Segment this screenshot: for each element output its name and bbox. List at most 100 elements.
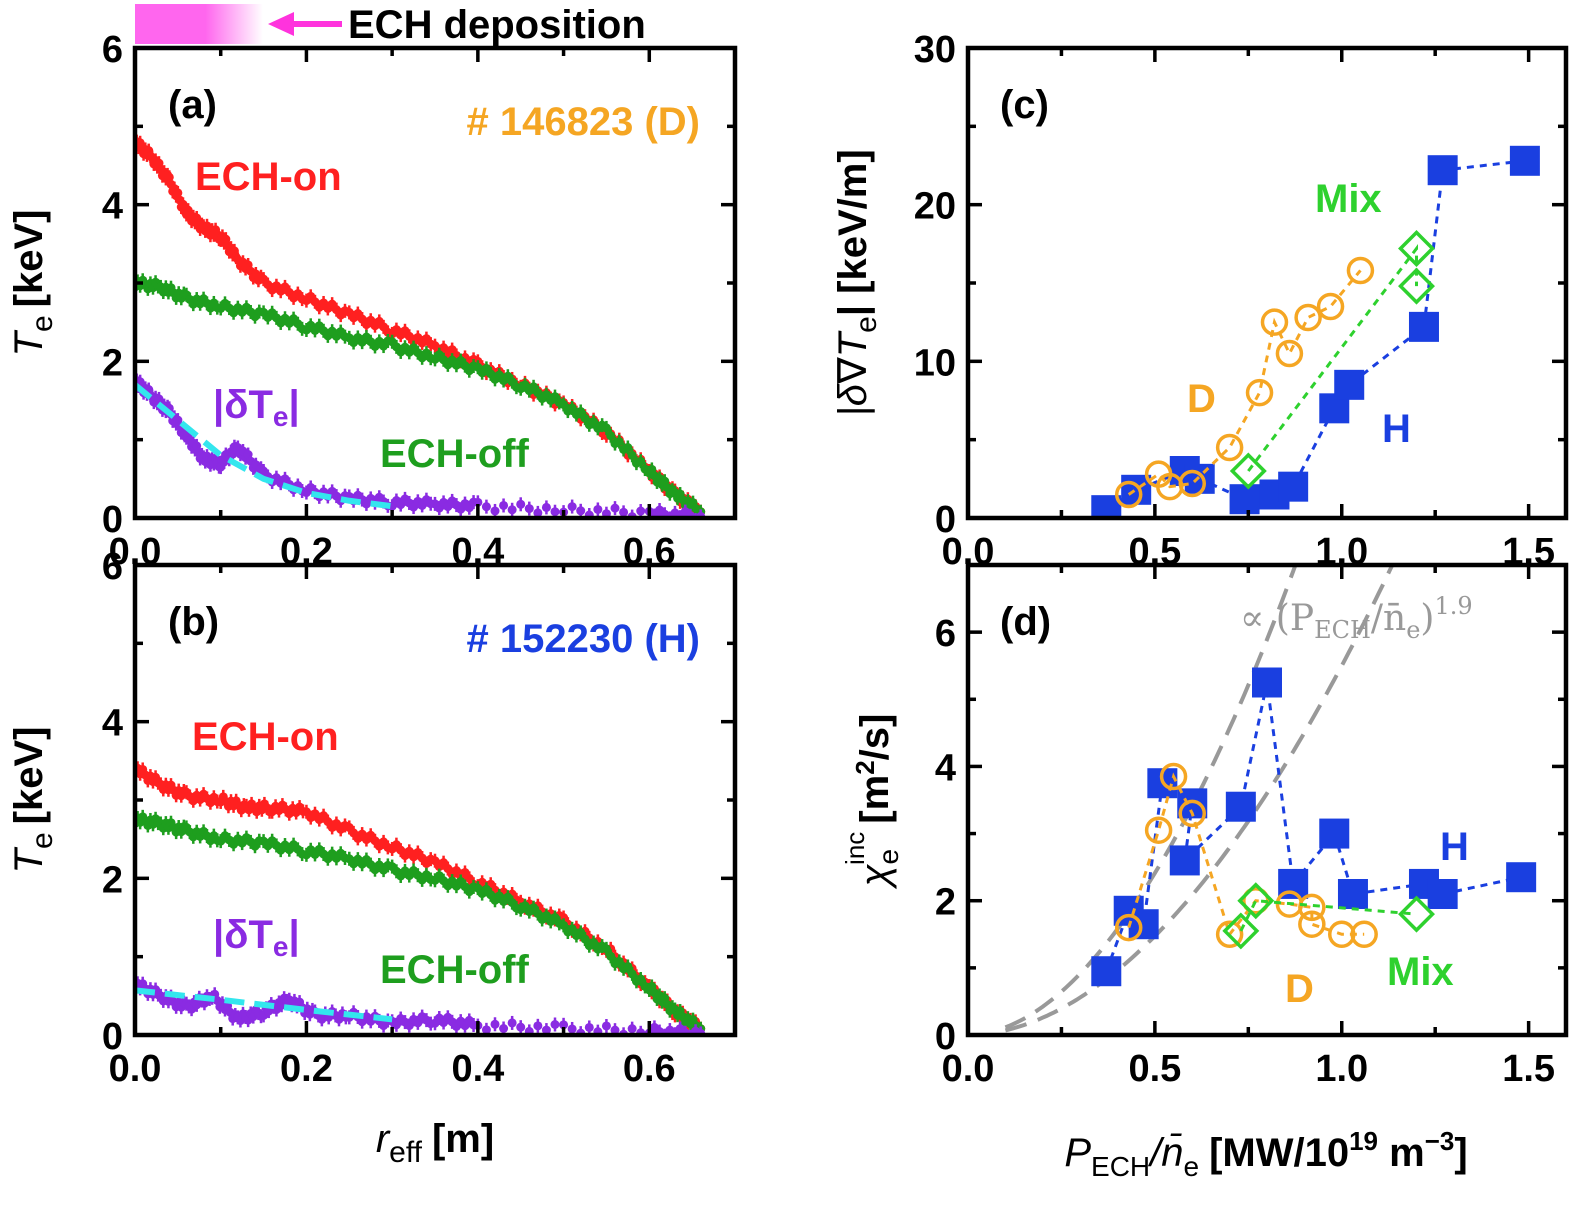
panel-b-xlabel-unit: [m] — [432, 1117, 494, 1161]
panel-b-te-point — [550, 1020, 560, 1030]
ytick-label-b-0: 0 — [102, 1016, 123, 1058]
panel-c-ylabel: |δ∇Te| [keV/m] — [831, 149, 883, 416]
panel-b-te-point — [584, 1022, 594, 1032]
panel-b-echoff-point — [601, 944, 611, 954]
panel-c-d-point — [1346, 256, 1375, 285]
panel-b-te-point — [507, 1018, 517, 1028]
ytick-label-a-3: 6 — [102, 29, 123, 71]
marks-a — [135, 134, 706, 518]
marks-c — [1091, 145, 1540, 518]
panel-a-te-point — [610, 503, 620, 513]
panel-d-xlabel-sub: ECH — [1091, 1151, 1150, 1182]
panel-b-echoff-point — [623, 961, 633, 971]
panel-c-mix-point — [1398, 267, 1435, 305]
panel-a-echoff-point — [627, 450, 637, 460]
ytick-label-a-0: 0 — [102, 499, 123, 541]
panel-c-h-point — [1427, 155, 1458, 186]
panel-d-mix-point — [1398, 895, 1435, 933]
panel-d-h-point — [1252, 667, 1282, 698]
panel-a-echoff-point — [567, 403, 577, 413]
panel-a-echoff-point — [606, 431, 616, 441]
panel-d-scaling-label: ∝ (PECH/n̄e)1.9 — [1240, 592, 1473, 644]
panel-c-ylabel-sub: e — [850, 316, 883, 333]
panel-c-d-point — [1178, 469, 1206, 498]
ytick-label-b-2: 4 — [102, 703, 123, 745]
panel-a-te-point — [499, 500, 509, 510]
xtick-label-b-0: 0.0 — [109, 1048, 162, 1090]
panel-a-te-point — [516, 499, 526, 509]
panel-c-h-point — [1334, 369, 1365, 400]
panel-d-xlabel-unit: [MW/10 — [1209, 1131, 1349, 1175]
panel-c-mix-label: Mix — [1315, 177, 1382, 221]
panel-a-te-point — [619, 507, 629, 517]
panel-d-d-point — [1350, 920, 1378, 949]
panel-c-d-point — [1245, 378, 1274, 407]
panel-a-echoff-point — [636, 456, 646, 466]
panel-a-echoff-label: ECH-off — [380, 432, 530, 476]
panel-b-te-point — [601, 1021, 611, 1031]
panel-a-te-point — [490, 506, 500, 516]
panel-c-h-label: H — [1382, 407, 1411, 451]
panel-b-xlabel: reff [m] — [376, 1117, 494, 1169]
panel-d-scaling-mid: /n̄ — [1371, 598, 1406, 639]
panel-d-xlabel-main: P — [1064, 1131, 1091, 1175]
panel-d-scaling-sub: ECH — [1314, 616, 1371, 644]
panel-d-h-point — [1427, 879, 1458, 909]
panel-c-h-point — [1184, 463, 1215, 494]
panel-c-ylabel-unit: | [keV/m] — [831, 149, 875, 316]
panel-d-ylabel: χeinc [m2/s] — [840, 714, 904, 890]
panel-a-dte-label: |δTe| — [213, 383, 300, 432]
panel-c-h-point — [1278, 471, 1309, 502]
panel-b-echoff-point — [576, 927, 586, 937]
xtick-label-d-0: 0.0 — [942, 1048, 995, 1090]
panel-c-mix-point — [1398, 230, 1435, 268]
panel-b-dte-label: |δTe| — [213, 913, 300, 962]
panel-c-d-point — [1294, 303, 1322, 332]
panel-d-d-line — [1127, 772, 1365, 938]
ytick-label-c-2: 20 — [914, 186, 956, 228]
ytick-label-b-3: 6 — [102, 546, 123, 588]
panel-c-d-point — [1215, 433, 1244, 462]
panel-c-h-point — [1091, 495, 1122, 518]
panel-b-te-point — [490, 1019, 500, 1029]
panel-d-d-point — [1114, 913, 1143, 942]
ytick-label-d-2: 4 — [935, 747, 956, 789]
panel-a-echoff-point — [589, 417, 599, 427]
panel-d-mix-point — [1222, 912, 1260, 950]
panel-d-xlabel-unit-end: ] — [1454, 1131, 1467, 1175]
ytick-label-c-3: 30 — [914, 29, 956, 71]
panel-a-te-point — [533, 508, 543, 518]
panel-b-ylabel-unit: [keV] — [7, 727, 51, 825]
panel-b-echoff-point — [627, 969, 637, 979]
ytick-label-c-1: 10 — [914, 342, 956, 384]
panel-b-fit-fit-line — [135, 987, 393, 1023]
panel-b-echon-label: ECH-on — [192, 715, 339, 759]
panel-a-ylabel-main: T — [7, 329, 51, 356]
panel-c-d-point — [1114, 480, 1143, 509]
panel-d-ylabel-unit-sup: 2 — [850, 760, 880, 774]
panel-d-d-label: D — [1285, 967, 1314, 1011]
panel-a-ylabel-unit: [keV] — [7, 210, 51, 308]
panel-c-h-point — [1229, 484, 1260, 515]
xtick-label-d-3: 1.5 — [1502, 1048, 1555, 1090]
panel-c-d-label: D — [1187, 377, 1216, 421]
panel-b-te-point — [481, 1025, 491, 1035]
panel-d-h-point — [1319, 818, 1350, 849]
panel-a-shot: # 146823 (D) — [467, 100, 700, 144]
panel-c-d-point — [1316, 292, 1345, 321]
panel-b-te-point — [610, 1025, 620, 1035]
ticks-d: 0.0 0.5 1.0 1.5 0 2 4 6 — [935, 565, 1566, 1090]
panel-d-h-label: H — [1440, 825, 1469, 869]
panel-b-echoff-point — [580, 934, 590, 944]
panel-b-ylabel: Te [keV] — [7, 727, 59, 874]
panel-b-echoff-point — [614, 956, 624, 966]
panel-c-label: (c) — [1000, 83, 1049, 127]
ytick-label-d-0: 0 — [935, 1016, 956, 1058]
panel-d-d-point — [1144, 816, 1173, 844]
panel-a-echon-label: ECH-on — [195, 155, 342, 199]
panel-d-xlabel-mid: /n̄ — [1147, 1131, 1183, 1175]
ech-deposition-note: ECH deposition — [135, 3, 646, 47]
